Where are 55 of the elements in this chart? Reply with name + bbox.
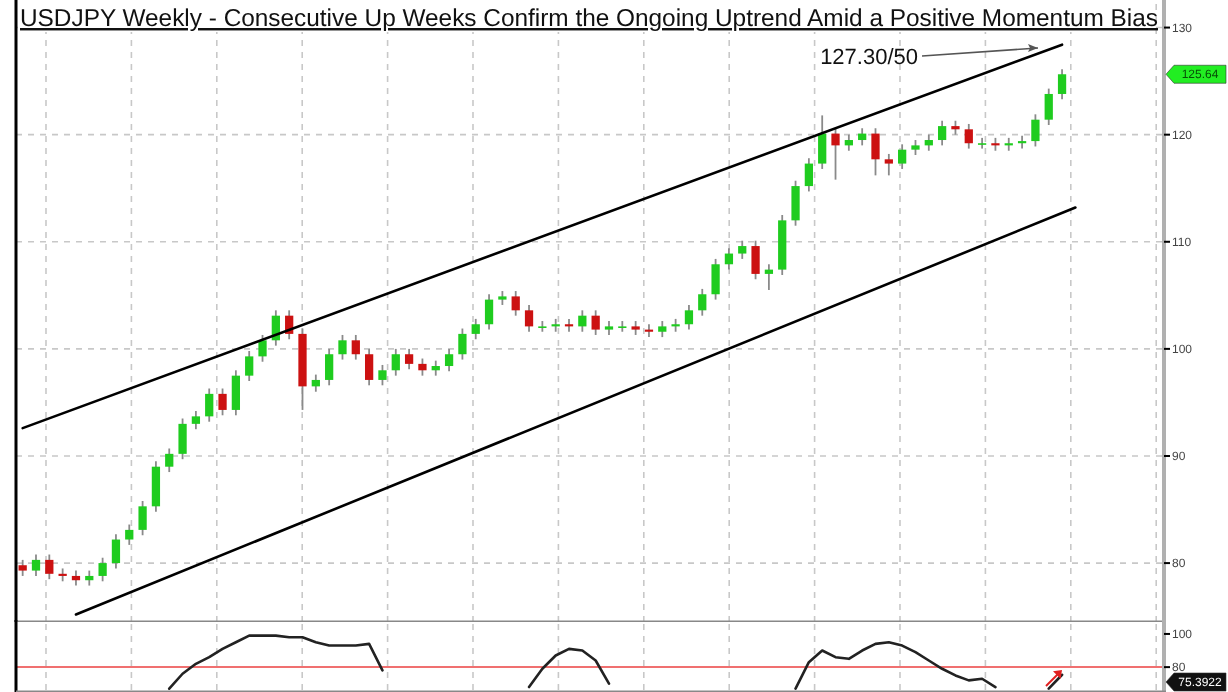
annotation: 127.30/50 bbox=[820, 46, 918, 70]
candlestick bbox=[111, 533, 121, 570]
candlestick bbox=[738, 239, 747, 260]
candlestick bbox=[45, 553, 54, 581]
candlestick bbox=[191, 410, 201, 431]
candlestick bbox=[724, 247, 734, 271]
candlestick bbox=[938, 119, 947, 147]
candlestick bbox=[258, 334, 267, 363]
candlestick bbox=[325, 347, 334, 387]
candlestick bbox=[231, 369, 240, 417]
candlestick bbox=[818, 114, 827, 170]
candlestick bbox=[205, 387, 214, 423]
candlestick bbox=[245, 350, 254, 382]
candlestick bbox=[125, 523, 134, 546]
candlestick bbox=[751, 239, 760, 281]
candlestick bbox=[378, 364, 387, 387]
candlestick bbox=[444, 347, 454, 373]
candlestick bbox=[178, 417, 187, 461]
chart-title: USDJPY Weekly - Consecutive Up Weeks Confirm the Ongoing Uptrend Amid a Positive Momentum Bias bbox=[20, 4, 1158, 32]
candlestick bbox=[791, 179, 800, 227]
candlestick bbox=[871, 127, 880, 177]
candlestick bbox=[31, 553, 41, 577]
candlestick bbox=[618, 320, 627, 333]
candlestick bbox=[977, 136, 987, 150]
candlestick bbox=[98, 556, 107, 583]
candlestick bbox=[698, 288, 707, 317]
candlestick bbox=[684, 304, 694, 331]
candlestick bbox=[391, 347, 400, 377]
candlestick bbox=[964, 123, 973, 150]
candlestick bbox=[218, 387, 227, 417]
candlestick bbox=[524, 304, 534, 333]
candlestick bbox=[351, 334, 360, 361]
candlestick bbox=[365, 347, 374, 387]
candlestick bbox=[591, 309, 600, 336]
candlestick bbox=[831, 127, 840, 181]
candlestick bbox=[1044, 87, 1053, 126]
candlestick bbox=[404, 347, 414, 371]
candlestick bbox=[338, 334, 347, 361]
candlestick bbox=[884, 153, 893, 177]
candlestick bbox=[138, 500, 147, 537]
candlestick bbox=[898, 143, 907, 170]
candlestick bbox=[538, 320, 547, 333]
candlestick bbox=[484, 293, 494, 331]
candlestick bbox=[578, 309, 587, 333]
candlestick bbox=[458, 327, 467, 361]
candlestick bbox=[671, 317, 680, 333]
candlestick bbox=[804, 157, 813, 193]
candlestick bbox=[1057, 68, 1067, 101]
candlestick bbox=[1031, 113, 1040, 148]
candlestick bbox=[165, 447, 174, 473]
candlestick bbox=[711, 258, 720, 301]
candlestick bbox=[471, 317, 480, 341]
candlestick bbox=[511, 290, 520, 317]
candlestick bbox=[151, 460, 161, 513]
candlestick bbox=[764, 263, 774, 291]
